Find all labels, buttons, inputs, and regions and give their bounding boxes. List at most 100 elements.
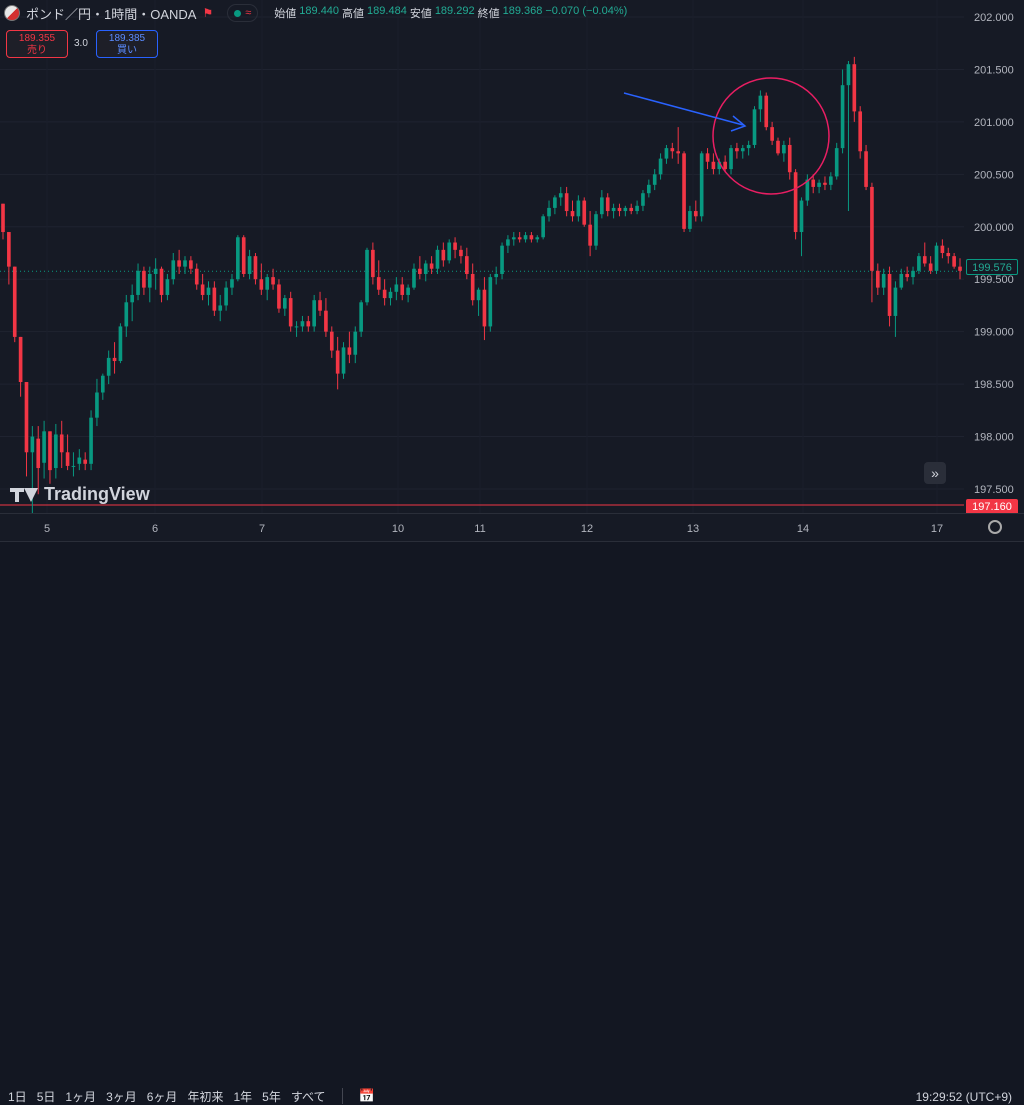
candle-body — [676, 151, 681, 154]
tradingview-logo[interactable]: TradingView — [10, 484, 150, 505]
candle-body — [159, 268, 164, 295]
annotation-arrow-shaft[interactable] — [623, 92, 744, 126]
candle-body — [893, 287, 898, 316]
candle-body — [365, 249, 369, 303]
candle-body — [547, 207, 551, 217]
annotation-circle[interactable] — [712, 77, 830, 195]
time-axis[interactable]: 5 6 7 10 11 12 13 14 17 — [0, 513, 1024, 542]
price-tick-label: 197.500 — [974, 484, 1014, 496]
symbol-title[interactable]: ポンド／円・1時間・OANDA — [26, 6, 197, 22]
sell-button[interactable]: 189.355 売り — [6, 30, 68, 58]
timeframe-1y[interactable]: 1年 — [233, 1090, 253, 1104]
candle-body — [312, 300, 316, 327]
candle-body — [335, 350, 340, 374]
candle-body — [746, 144, 751, 149]
candle-body — [905, 273, 909, 278]
candle-body — [447, 242, 452, 261]
timeframe-all[interactable]: すべて — [290, 1090, 326, 1104]
candle-body — [277, 284, 281, 309]
timeframe-3m[interactable]: 3ヶ月 — [106, 1090, 137, 1104]
timeframe-1d[interactable]: 1日 — [8, 1090, 27, 1104]
timeframe-5d[interactable]: 5日 — [36, 1090, 56, 1104]
go-to-date-icon[interactable]: 📅 — [358, 1088, 375, 1103]
timeframe-6m[interactable]: 6ヶ月 — [146, 1090, 178, 1104]
candle-body — [787, 144, 792, 173]
candle-body — [776, 140, 780, 154]
low-label: 安値 — [409, 8, 432, 20]
candle-body — [635, 205, 639, 212]
candle-body — [83, 459, 88, 464]
candle-body — [142, 270, 146, 288]
candle-body — [823, 182, 827, 185]
candle-body — [106, 357, 111, 376]
candle-body — [318, 300, 322, 311]
flag-icon[interactable]: ⚑ — [202, 6, 214, 20]
candle-body — [247, 256, 252, 274]
candle-body — [136, 270, 140, 295]
sell-label: 売り — [27, 45, 47, 56]
candle-body — [517, 237, 522, 240]
price-tick-label: 198.500 — [974, 379, 1014, 391]
candle-body — [194, 268, 199, 285]
candle-body — [576, 200, 581, 217]
candle-body — [647, 184, 651, 194]
candle-body — [42, 431, 46, 463]
market-status[interactable]: ≈ — [227, 4, 259, 22]
high-value: 189.484 — [367, 5, 407, 17]
buy-button[interactable]: 189.385 買い — [96, 30, 158, 58]
candle-body — [887, 273, 892, 316]
candle-body — [236, 237, 240, 280]
candle-body — [218, 305, 223, 311]
candle-body — [453, 242, 457, 250]
change-value: −0.070 (−0.04%) — [545, 5, 628, 17]
price-tick-label: 201.500 — [974, 64, 1014, 76]
candle-body — [928, 263, 933, 271]
candle-body — [488, 277, 493, 327]
sell-price: 189.355 — [18, 33, 56, 44]
candle-body — [840, 85, 845, 149]
candle-body — [870, 186, 874, 271]
candle-body — [711, 161, 716, 170]
chart-settings-icon[interactable] — [988, 520, 1002, 534]
candle-body — [189, 260, 193, 269]
candle-body — [100, 375, 105, 393]
clock[interactable]: 19:29:52 (UTC+9) — [915, 1090, 1012, 1104]
candle-body — [864, 151, 868, 187]
candle-body — [482, 289, 487, 327]
candle-body — [917, 256, 921, 271]
buy-price: 189.385 — [108, 33, 146, 44]
timeframe-ytd[interactable]: 年初来 — [187, 1090, 224, 1104]
candlestick-chart[interactable] — [0, 0, 964, 516]
candle-body — [77, 457, 82, 464]
candle-body — [435, 249, 440, 269]
timeframe-5y[interactable]: 5年 — [262, 1090, 281, 1104]
candle-body — [723, 161, 727, 170]
candle-body — [112, 357, 117, 362]
candle-body — [600, 197, 604, 215]
candle-body — [670, 148, 675, 152]
price-tick-label: 199.500 — [974, 274, 1014, 286]
candle-body — [7, 232, 11, 267]
candle-body — [558, 193, 563, 198]
candle-body — [224, 287, 228, 306]
candle-body — [423, 263, 428, 274]
scroll-to-realtime-button[interactable]: » — [924, 462, 946, 484]
low-value: 189.292 — [434, 5, 475, 17]
chart-area[interactable] — [0, 0, 964, 516]
candle-body — [693, 211, 698, 217]
candle-body — [329, 331, 334, 351]
close-label: 終値 — [477, 8, 500, 20]
timeframe-1m[interactable]: 1ヶ月 — [65, 1090, 97, 1104]
candle-body — [664, 148, 669, 159]
chart-header: ポンド／円・1時間・OANDA ⚑ ≈ 始値 189.440 高値 189.48… — [4, 4, 627, 22]
candle-body — [605, 197, 610, 212]
candle-body — [958, 266, 962, 271]
candle-body — [529, 235, 534, 240]
candle-body — [200, 284, 205, 295]
price-axis[interactable]: 202.000 201.500 201.000 200.500 200.000 199.5… — [964, 0, 1024, 513]
market-open-dot-icon — [234, 9, 242, 17]
ohlc-values: 始値 189.440 高値 189.484 安値 189.292 終値 189.… — [274, 5, 627, 21]
candle-body — [817, 182, 821, 187]
candle-body — [95, 392, 99, 418]
wave-icon: ≈ — [245, 7, 252, 19]
